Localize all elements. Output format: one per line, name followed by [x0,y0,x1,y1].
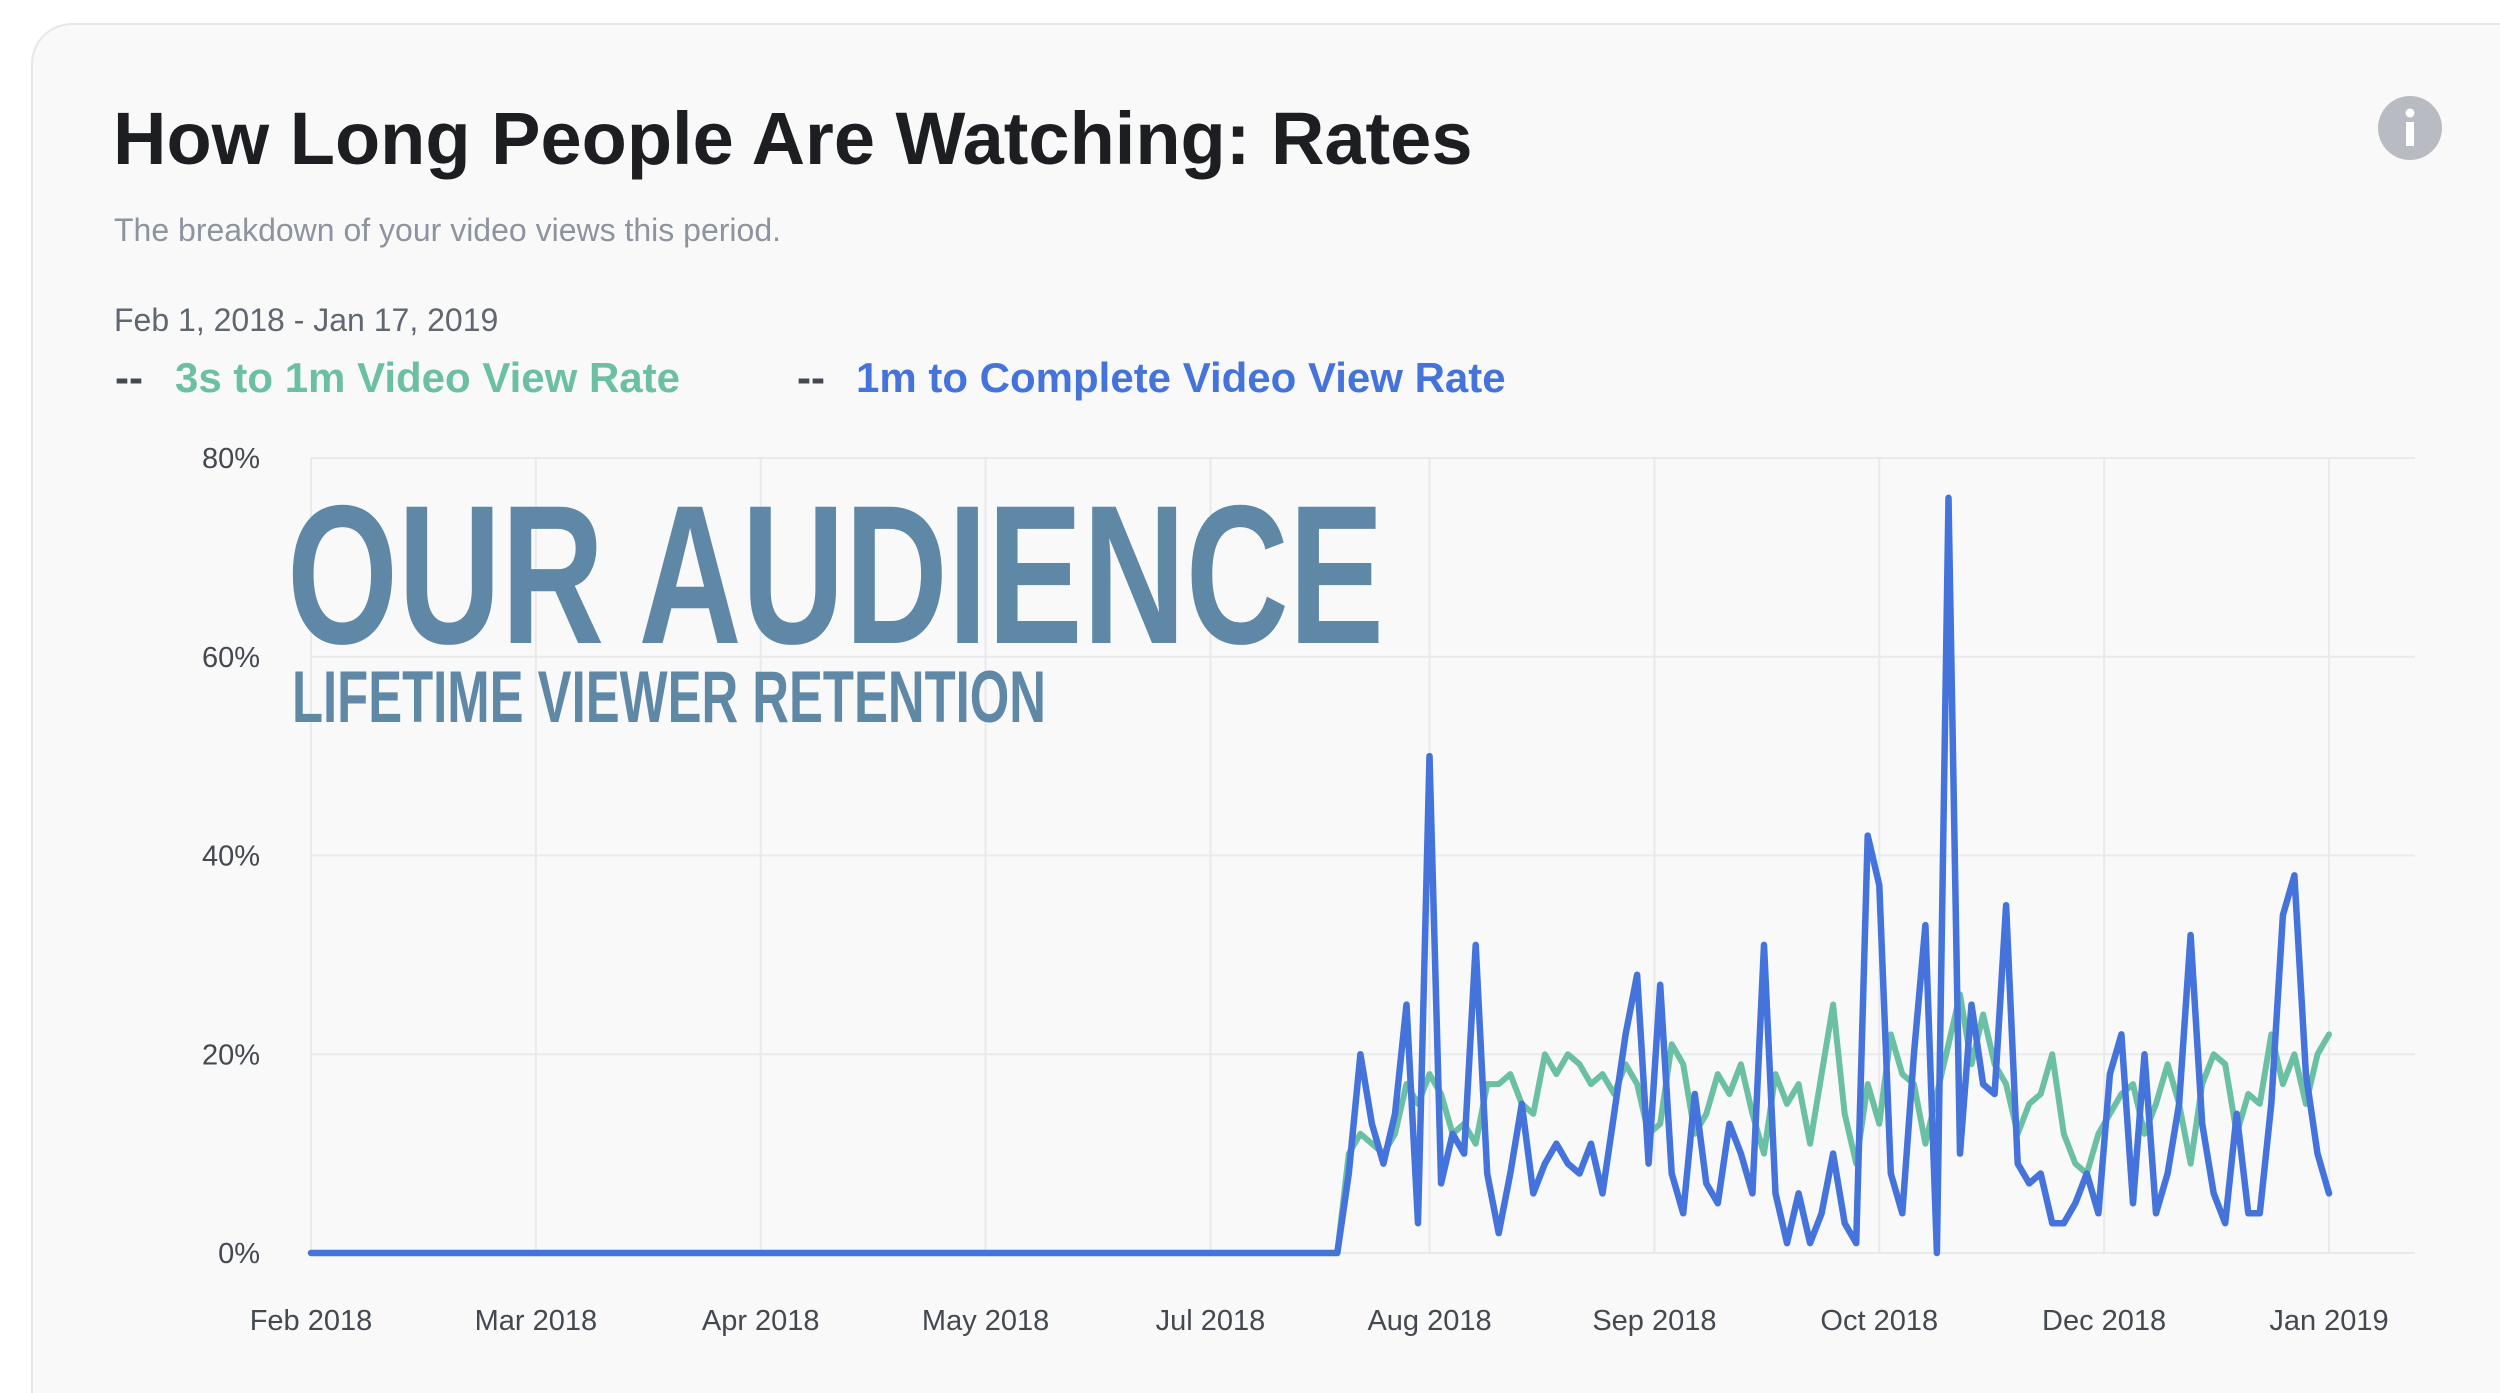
subtitle: The breakdown of your video views this p… [114,212,781,248]
chart-title: How Long People Are Watching: Rates [113,97,1473,180]
info-icon[interactable] [2378,96,2442,160]
x-tick-label: Aug 2018 [1367,1305,1491,1337]
x-tick-label: Apr 2018 [702,1305,820,1337]
x-tick-label: Oct 2018 [1820,1305,1938,1337]
info-dot[interactable] [2405,108,2415,118]
legend-label: 3s to 1m Video View Rate [175,354,680,401]
annotation: OUR AUDIENCE [287,464,1384,685]
y-tick-label: 20% [202,1039,260,1071]
x-tick-label: May 2018 [922,1305,1049,1337]
annotation: LIFETIME VIEWER RETENTION [292,657,1046,738]
info-bar[interactable] [2406,122,2414,146]
x-tick-label: Feb 2018 [250,1305,373,1337]
y-tick-label: 40% [202,841,260,873]
x-tick-label: Jul 2018 [1156,1305,1266,1337]
x-tick-label: Jan 2019 [2269,1305,2388,1337]
y-tick-label: 0% [218,1238,260,1270]
y-tick-label: 80% [202,443,260,475]
legend-label: 1m to Complete Video View Rate [856,354,1506,401]
series-line [307,494,2333,1257]
x-tick-label: Mar 2018 [475,1305,598,1337]
legend-marker: -- [115,354,143,401]
legend-marker: -- [797,354,825,401]
x-tick-label: Sep 2018 [1592,1305,1716,1337]
y-tick-label: 60% [202,642,260,674]
series-line [308,991,2332,1256]
date-range: Feb 1, 2018 - Jan 17, 2019 [114,302,498,338]
x-tick-label: Dec 2018 [2042,1305,2166,1337]
